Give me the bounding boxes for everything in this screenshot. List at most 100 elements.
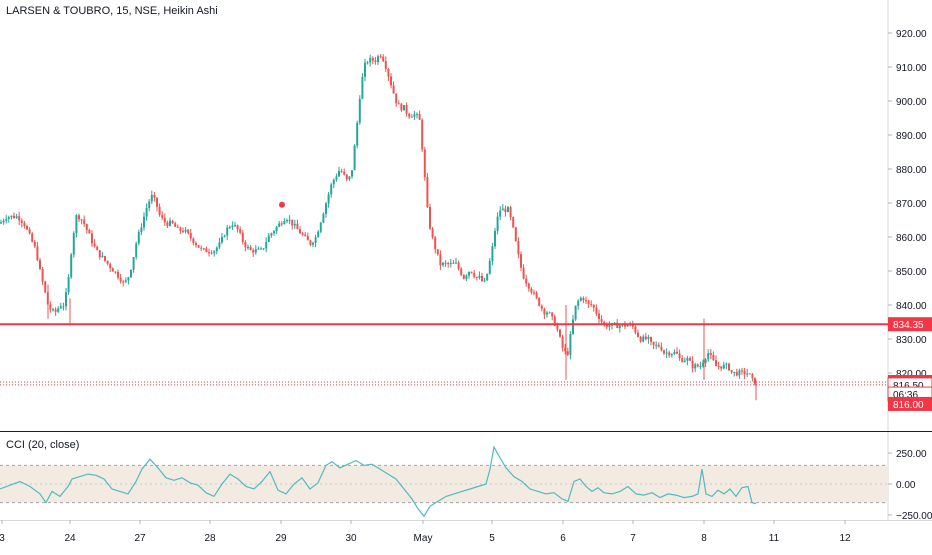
candle-body — [418, 113, 421, 120]
candle-body — [236, 225, 239, 230]
candle-body — [80, 219, 83, 221]
candle-body — [291, 219, 294, 226]
cci-line — [0, 445, 757, 518]
candle-body — [507, 207, 509, 212]
candle-body — [754, 377, 756, 385]
cci-tick-label: 250.00 — [896, 449, 927, 460]
candle-body — [70, 254, 73, 278]
candle-body — [215, 247, 218, 252]
candle-body — [187, 229, 190, 234]
candle-body — [377, 56, 379, 62]
price-label-box — [888, 396, 932, 411]
candle-body — [44, 281, 47, 293]
candle-body — [10, 215, 13, 218]
candle-body — [709, 353, 712, 355]
candle-body — [460, 268, 463, 275]
price-label-text: 834.35 — [893, 320, 924, 331]
candle-body — [475, 276, 478, 278]
time-tick-label: May — [414, 533, 433, 544]
candle-body — [304, 234, 307, 236]
candle-body — [218, 242, 221, 248]
horizontal-lines — [0, 323, 888, 386]
candle-body — [49, 304, 52, 310]
candle-body — [540, 305, 543, 309]
candle-body — [288, 219, 291, 221]
candle-body — [514, 227, 517, 242]
candle-body — [39, 260, 41, 269]
time-tick-label: 28 — [204, 533, 216, 544]
candle-body — [746, 373, 749, 375]
candle-body — [405, 105, 408, 114]
candle-body — [559, 329, 561, 337]
candle-body — [85, 224, 88, 230]
candle-body — [65, 292, 67, 307]
price-axis[interactable]: 820.00 830.00 840.00 850.00 860.00 870.00 880.… — [888, 29, 927, 380]
candle-body — [59, 306, 62, 309]
candle-body — [0, 222, 2, 224]
candle-body — [132, 257, 135, 270]
candle-body — [182, 230, 184, 232]
price-tick-label: 890.00 — [896, 131, 927, 142]
candle-body — [57, 308, 60, 312]
candle-body — [748, 373, 751, 375]
candle-body — [520, 254, 522, 268]
candle-body — [494, 230, 496, 247]
candle-body — [496, 216, 499, 231]
candle-body — [18, 216, 21, 221]
price-pane-bg[interactable] — [0, 0, 888, 432]
candle-body — [408, 113, 411, 117]
candle-body — [535, 292, 538, 298]
candle-body — [566, 351, 569, 355]
candle-body — [384, 61, 387, 70]
candle-body — [644, 336, 647, 340]
candle-body — [598, 313, 600, 320]
candle-body — [96, 246, 99, 251]
candle-body — [733, 371, 736, 373]
candle-body — [369, 57, 372, 63]
candle-body — [252, 250, 255, 253]
candle-body — [202, 248, 205, 250]
candle-body — [117, 271, 119, 278]
candle-body — [208, 252, 210, 254]
candle-body — [465, 275, 468, 279]
candle-body — [7, 217, 10, 219]
candle-body — [366, 62, 369, 64]
candle-body — [205, 248, 208, 253]
candle-body — [678, 353, 681, 359]
candle-body — [54, 309, 57, 312]
time-axis[interactable]: 3 24 27 28 29 30 May 5 6 7 8 11 12 — [0, 520, 851, 544]
candle-body — [722, 364, 725, 369]
candle-body — [330, 184, 333, 195]
candle-body — [249, 247, 252, 251]
candle-body — [343, 171, 346, 175]
candle-body — [221, 236, 223, 243]
candle-body — [109, 263, 112, 269]
candle-body — [704, 359, 707, 364]
candle-body — [486, 273, 489, 281]
candle-body — [122, 281, 125, 283]
candle-body — [210, 252, 213, 254]
candle-body — [364, 62, 366, 77]
candle-body — [273, 231, 275, 234]
candle-body — [91, 233, 93, 244]
candle-body — [551, 312, 554, 317]
candle-body — [213, 251, 216, 254]
candle-body — [488, 261, 491, 274]
candle-body — [455, 262, 457, 264]
candle-body — [681, 358, 684, 362]
candle-body — [436, 249, 439, 255]
candle-body — [361, 76, 364, 99]
candle-body — [23, 222, 26, 226]
candle-body — [509, 207, 512, 218]
candle-body — [195, 243, 197, 246]
time-tick-label: 5 — [489, 533, 495, 544]
candle-body — [639, 336, 642, 342]
candle-body — [449, 262, 452, 264]
candle-body — [642, 336, 645, 342]
candle-body — [223, 235, 226, 237]
candle-body — [270, 233, 273, 236]
candle-body — [200, 247, 203, 249]
candles-group — [0, 54, 757, 401]
